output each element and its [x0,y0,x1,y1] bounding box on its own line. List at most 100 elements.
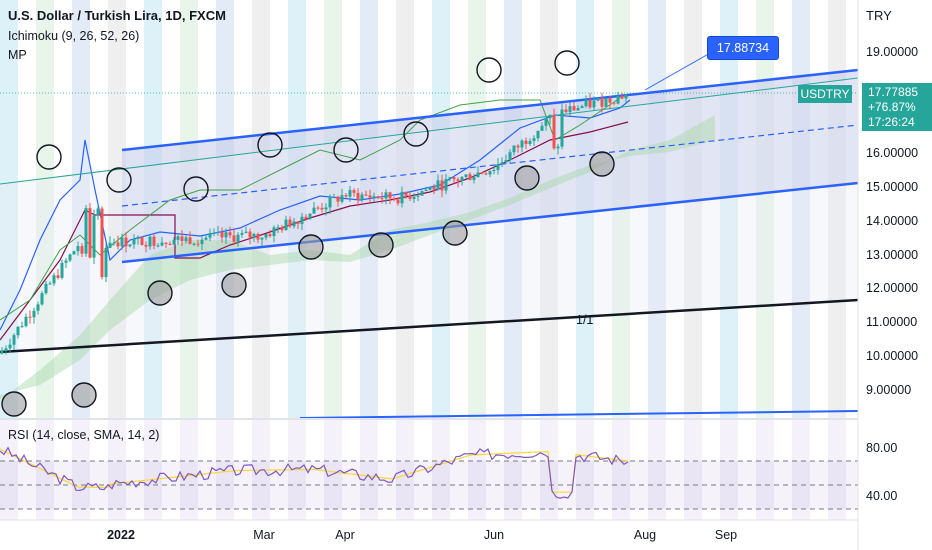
candle-body [520,140,524,148]
candle-body [472,177,476,180]
candle-body [28,316,32,318]
lagging-span [0,97,621,321]
candle-body [312,207,316,214]
fan-line-upper [0,77,858,185]
candle-body [64,260,68,263]
candle-body [124,237,128,247]
candle-body [468,174,472,180]
rsi-time-band [432,420,450,520]
price-tick-label: 12.00000 [866,281,919,296]
candle-body [348,190,352,197]
time-band [72,0,90,418]
candle-body [104,247,108,278]
candle-body [616,95,620,104]
symbol-tag: USDTRY [798,85,852,103]
candle-body [80,246,84,254]
candle-body [448,177,452,180]
candle-body [8,344,12,349]
candle-body [224,232,228,238]
rsi-legend[interactable]: RSI (14, close, SMA, 14, 2) [8,428,160,442]
candle-body [284,219,288,231]
candle-body [188,237,192,244]
candle-body [276,227,280,229]
candle-body [132,239,136,245]
candle-body [488,171,492,175]
candle-body [44,283,48,294]
candle-body [540,125,544,131]
candle-body [364,194,368,196]
candle-body [576,108,580,111]
candle-body [460,176,464,181]
rsi-time-bands [0,420,846,520]
ichimoku-legend[interactable]: Ichimoku (9, 26, 52, 26) [8,29,140,43]
fan-line-1-1 [0,298,858,354]
candle-body [160,242,164,246]
candle-body [580,106,584,109]
time-band [108,0,126,418]
candle-body [256,233,260,240]
candle-body [552,114,556,149]
candle-body [480,172,484,174]
candle-body [152,236,156,246]
candle-body [608,98,612,103]
candle-body [528,140,532,145]
candle-body [416,195,420,197]
candle-body [496,163,500,170]
marker-circles [1,50,615,417]
candle-body [304,216,308,219]
fan-ratio-label: 1/1 [576,313,594,327]
candle-body [68,254,72,261]
candle-body [392,198,396,200]
candle-body [516,145,520,148]
price-candles [0,91,628,355]
price-tick-label: 14.00000 [866,213,919,228]
open-marker-circle [36,144,62,170]
mp-legend[interactable]: MP [8,48,27,62]
candle-body [524,140,528,145]
candle-body [100,208,104,278]
price-tick-label: 19.00000 [866,44,919,59]
time-tick-label: 2022 [107,528,135,542]
candle-body [444,179,448,191]
candle-body [244,231,248,234]
candle-body [184,237,188,242]
time-tick-label: Jun [483,528,505,542]
time-tick-label: Apr [335,528,355,542]
candle-body [72,251,76,255]
candle-body [272,227,276,237]
rsi-time-band [108,420,126,520]
candle-body [172,239,176,245]
candle-body [16,326,20,336]
candle-body [180,236,184,242]
rsi-time-band [828,420,846,520]
bar-countdown: 17:26:24 [868,115,915,129]
rsi-time-band [684,420,702,520]
price-tick-label: 11.00000 [866,315,918,330]
candle-body [32,310,36,318]
last-price-tag: 17.77885 +76.87% 17:26:24 [862,83,932,131]
candle-body [292,221,296,227]
candle-body [412,196,416,199]
candle-body [40,293,44,305]
candle-body [164,242,168,244]
candle-body [228,232,232,236]
candle-body [376,196,380,199]
candle-body [4,348,8,351]
candle-body [440,180,444,191]
candle-body [388,192,392,199]
filled-marker-circle [589,151,615,177]
currency-label: TRY [866,8,892,23]
candle-body [492,169,496,172]
candle-body [368,195,372,198]
candle-body [140,236,144,246]
price-tick-label: 13.00000 [866,247,919,262]
candle-body [508,152,512,161]
candle-body [620,95,624,99]
rsi-time-band [0,420,18,520]
rsi-ma-line [0,448,629,493]
candle-body [612,102,616,104]
rsi-line [0,446,629,499]
candle-body [568,106,572,113]
candle-body [176,236,180,240]
candle-body [20,326,24,328]
